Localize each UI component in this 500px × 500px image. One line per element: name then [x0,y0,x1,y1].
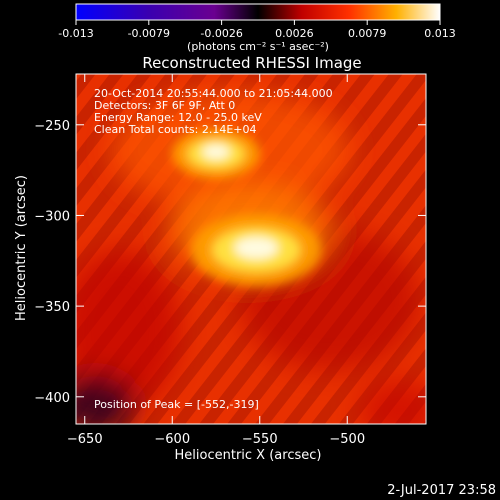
colorbar-unit-label: (photons cm⁻² s⁻¹ asec⁻²) [187,40,329,53]
colorbar-tick-label: -0.0079 [128,27,170,40]
colorbar-tick-label: 0.013 [424,27,456,40]
x-tick-label: −500 [329,432,365,447]
source-peak [202,144,230,160]
annotation-line: Energy Range: 12.0 - 25.0 keV [94,111,262,124]
colorbar-tick-label: 0.0079 [348,27,387,40]
annotation-line: 20-Oct-2014 20:55:44.000 to 21:05:44.000 [94,87,333,100]
colorbar-tick-label: -0.013 [58,27,93,40]
annotation-line: Clean Total counts: 2.14E+04 [94,123,257,136]
x-tick-label: −650 [67,432,103,447]
colorbar-ticks: -0.013 -0.0079 -0.0026 0.0026 0.0079 0.013 [58,20,456,40]
colorbar-tick-label: -0.0026 [200,27,242,40]
heatmap-image [76,74,426,424]
source-peak [234,236,279,259]
y-tick-label: −250 [34,119,70,134]
annotation-line: Detectors: 3F 6F 9F, Att 0 [94,99,235,112]
x-tick-label: −600 [154,432,190,447]
chart-title: Reconstructed RHESSI Image [142,54,361,72]
y-tick-label: −300 [34,209,70,224]
x-axis-label: Heliocentric X (arcsec) [175,448,322,463]
footer-date: 2-Jul-2017 23:58 [387,483,496,498]
colorbar-tick-label: 0.0026 [275,27,314,40]
plot-frame [75,73,427,425]
x-tick-label: −550 [242,432,278,447]
y-tick-label: −350 [34,300,70,315]
x-axis-ticks: −650 −600 −550 −500 [67,74,365,447]
y-tick-label: −400 [34,391,70,406]
annotation-block: 20-Oct-2014 20:55:44.000 to 21:05:44.000… [94,87,333,136]
colorbar [75,3,441,21]
y-axis-ticks: −250 −300 −350 −400 [34,119,426,406]
y-axis-label: Heliocentric Y (arcsec) [14,175,29,321]
peak-position-label: Position of Peak = [-552,-319] [94,398,259,411]
